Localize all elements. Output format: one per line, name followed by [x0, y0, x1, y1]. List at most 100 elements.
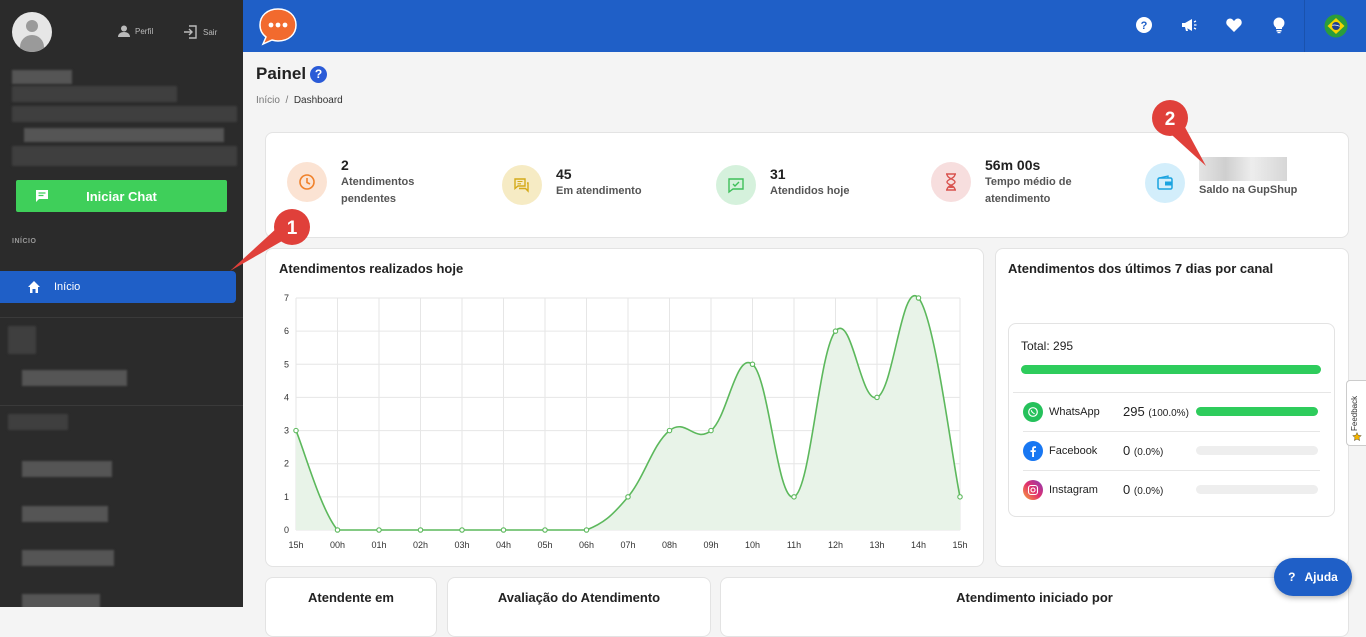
question-icon[interactable]: ? — [310, 65, 328, 83]
x-tick-label: 03h — [454, 540, 469, 550]
chart-data-point — [583, 527, 590, 533]
channel-count: 295 — [1123, 404, 1145, 419]
redacted-name — [12, 70, 72, 84]
rating-card-title: Avaliação do Atendimento — [497, 590, 661, 605]
breadcrumb: Início / Dashboard — [256, 95, 343, 106]
x-tick-label: 14h — [911, 540, 926, 550]
row-divider — [1023, 431, 1320, 432]
channel-row-whatsapp: WhatsApp — [1023, 402, 1100, 422]
sidebar-divider — [0, 317, 243, 318]
chart-data-point — [334, 527, 341, 533]
channel-bar-instagram — [1196, 485, 1318, 494]
channel-name: Facebook — [1049, 445, 1098, 457]
stat-label: atendimento — [985, 193, 1051, 205]
stat-value: 31 — [770, 166, 786, 182]
redacted-item — [8, 326, 36, 354]
redacted-item — [8, 414, 68, 430]
megaphone-icon[interactable] — [1180, 16, 1198, 34]
channel-value-whatsapp: 295 (100.0%) — [1123, 404, 1189, 419]
channel-percent: (100.0%) — [1148, 408, 1189, 419]
stat-gupshup-balance: Saldo na GupShup — [1145, 157, 1297, 203]
annotation-marker-2: 2 — [1152, 100, 1206, 166]
channel-name: Instagram — [1049, 484, 1098, 496]
chart-data-point — [874, 394, 880, 401]
breadcrumb-separator: / — [285, 95, 289, 106]
total-bar — [1021, 365, 1321, 374]
top-bar: ? — [243, 0, 1366, 52]
x-tick-label: 02h — [413, 540, 428, 550]
stat-in-service: 45 Em atendimento — [502, 165, 642, 205]
redacted-info — [12, 146, 237, 166]
app-logo[interactable] — [257, 6, 299, 46]
x-tick-label: 07h — [620, 540, 635, 550]
channel-percent: (0.0%) — [1133, 486, 1164, 497]
stat-label: Tempo médio de — [985, 176, 1072, 188]
logout-label: Sair — [203, 27, 218, 37]
chat-bubbles-icon — [502, 165, 542, 205]
chart-data-point — [708, 427, 714, 434]
stat-label: Atendimentos — [341, 176, 415, 188]
stat-pending: 2 Atendimentos pendentes — [287, 156, 414, 208]
x-tick-label: 08h — [662, 540, 677, 550]
breadcrumb-home[interactable]: Início — [256, 95, 280, 106]
profile-label: Perfil — [135, 26, 154, 36]
stat-served-today: 31 Atendidos hoje — [716, 165, 849, 205]
logout-link[interactable]: Sair — [183, 24, 217, 40]
redacted-info — [12, 86, 177, 102]
redacted-item — [22, 594, 100, 607]
channel-bar-facebook — [1196, 446, 1318, 455]
redacted-item — [22, 506, 108, 522]
profile-link[interactable]: Perfil — [117, 24, 153, 38]
channel-bar-whatsapp — [1196, 407, 1318, 416]
total-label: Total: 295 — [1021, 339, 1074, 353]
whatsapp-icon — [1023, 402, 1043, 422]
chart-data-point — [417, 527, 424, 533]
row-divider — [1013, 392, 1331, 393]
chart-data-point — [625, 494, 631, 500]
chart-data-point — [791, 494, 797, 500]
initiated-by-card-title: Atendimento iniciado por — [956, 590, 1113, 605]
channel-value-facebook: 0 (0.0%) — [1123, 443, 1163, 458]
help-icon[interactable]: ? — [1135, 16, 1153, 34]
x-tick-label: 11h — [787, 540, 801, 550]
channel-row-instagram: Instagram — [1023, 480, 1098, 500]
start-chat-button[interactable]: Iniciar Chat — [16, 180, 227, 212]
lightbulb-icon[interactable] — [1270, 16, 1288, 34]
chart-data-point — [957, 494, 963, 500]
top-icons: ? — [1135, 16, 1288, 34]
logout-icon — [184, 25, 197, 39]
heart-icon[interactable] — [1225, 16, 1243, 34]
feedback-tab[interactable]: Feedback — [1346, 380, 1366, 446]
row-divider — [1023, 470, 1320, 471]
wallet-icon — [1145, 163, 1185, 203]
page-title: Painel ? — [256, 64, 328, 84]
help-button-label: Ajuda — [1304, 570, 1338, 584]
chat-check-icon — [716, 165, 756, 205]
rating-card — [447, 577, 711, 637]
chart-data-point — [666, 427, 673, 434]
annotation-number: 1 — [287, 218, 298, 239]
channel-row-facebook: Facebook — [1023, 441, 1097, 461]
channel-count: 0 — [1123, 482, 1131, 497]
chart-data-point — [749, 361, 756, 368]
x-tick-label: 09h — [703, 540, 718, 550]
channel-count: 0 — [1123, 443, 1131, 458]
x-tick-label: 05h — [537, 540, 552, 550]
stat-value: 45 — [556, 166, 572, 182]
channels-title: Atendimentos dos últimos 7 dias por cana… — [1008, 261, 1274, 276]
y-tick-label: 6 — [284, 326, 289, 336]
sidebar-item-inicio[interactable]: Início — [0, 271, 236, 303]
annotation-marker-1: 1 — [230, 209, 310, 271]
language-selector[interactable] — [1304, 0, 1366, 52]
stat-label: pendentes — [341, 193, 397, 205]
avatar[interactable] — [12, 12, 52, 52]
help-button[interactable]: ? Ajuda — [1274, 558, 1352, 596]
svg-text:?: ? — [1141, 20, 1148, 32]
chart-data-point — [915, 295, 922, 301]
section-label: INÍCIO — [12, 238, 37, 245]
facebook-icon — [1023, 441, 1043, 461]
x-tick-label: 13h — [869, 540, 884, 550]
breadcrumb-current: Dashboard — [293, 95, 343, 106]
star-icon — [1352, 432, 1362, 441]
y-tick-label: 3 — [284, 426, 289, 436]
